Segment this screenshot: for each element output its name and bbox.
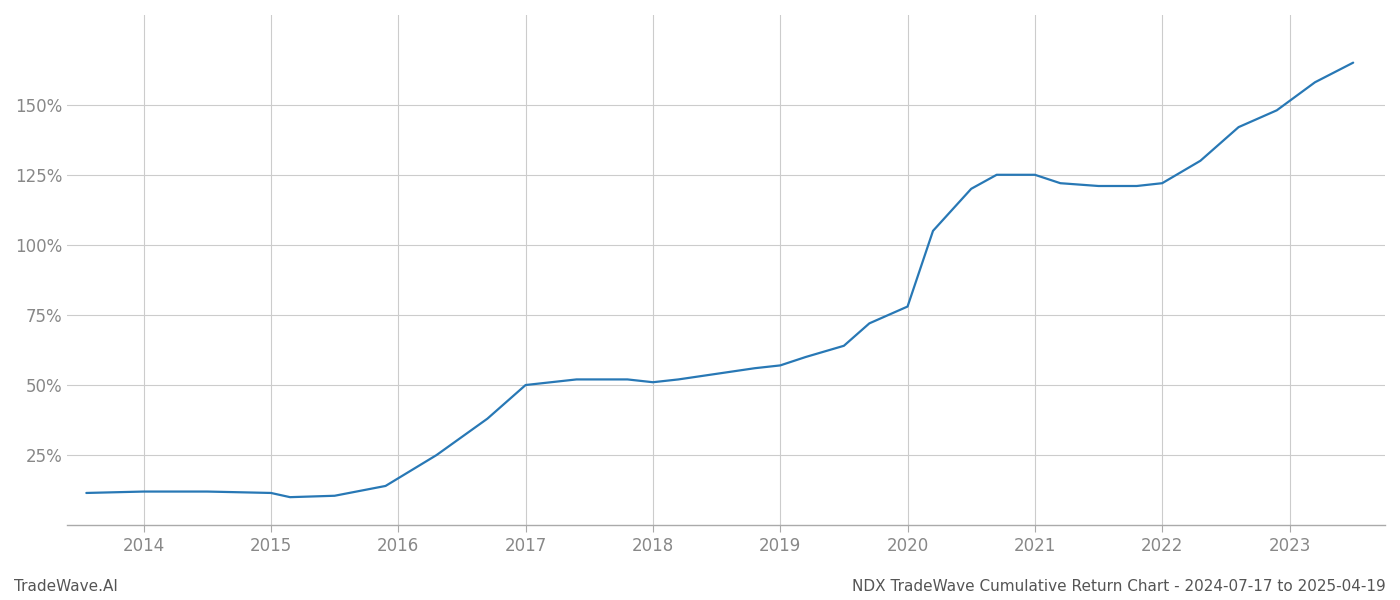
Text: NDX TradeWave Cumulative Return Chart - 2024-07-17 to 2025-04-19: NDX TradeWave Cumulative Return Chart - … [853,579,1386,594]
Text: TradeWave.AI: TradeWave.AI [14,579,118,594]
